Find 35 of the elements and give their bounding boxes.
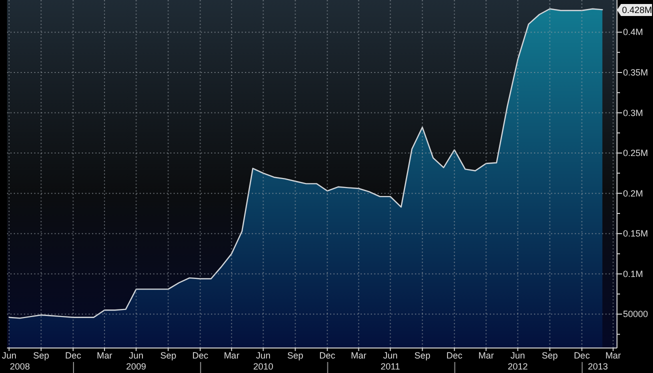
- y-tick-label: 0.35M: [623, 68, 648, 78]
- x-tick-label: Mar: [478, 350, 494, 360]
- x-tick-label: Sep: [287, 350, 304, 360]
- x-tick-label: Jun: [128, 350, 144, 360]
- y-tick-label: 0.4M: [623, 27, 644, 38]
- x2-tick-label: 2009: [126, 362, 146, 372]
- x-tick-label: Sep: [33, 350, 50, 360]
- x2-tick-label: 2011: [380, 362, 400, 372]
- x-tick-label: Mar: [350, 350, 366, 360]
- x2-tick-label: 2013: [588, 362, 608, 372]
- x-tick-label: Sep: [542, 350, 558, 360]
- y-tick-label: 0.2M: [623, 188, 644, 198]
- x-tick-label: Jun: [510, 350, 526, 360]
- x-tick-label: Mar: [605, 350, 621, 360]
- x-tick-label: Dec: [192, 350, 209, 360]
- y-tick-label: 0.15M: [623, 228, 648, 239]
- y-tick-label: 0.1M: [623, 268, 644, 279]
- x-tick-label: Dec: [65, 350, 82, 360]
- x-tick-label: Mar: [96, 350, 112, 360]
- y-tick-label: 0.25M: [623, 148, 648, 158]
- y-tick-label: 0.3M: [623, 108, 644, 118]
- x2-tick-label: 2012: [508, 362, 528, 372]
- x-tick-label: Jun: [383, 350, 398, 360]
- x2-tick-label: 2008: [10, 362, 30, 372]
- x-tick-label: Jun: [256, 350, 271, 360]
- x-tick-label: Mar: [224, 350, 240, 360]
- x-tick-label: Sep: [414, 350, 430, 360]
- y-tick-label: 50000: [623, 309, 648, 320]
- x2-tick-label: 2010: [253, 362, 274, 372]
- x-tick-label: Dec: [574, 350, 590, 360]
- text: 0.428M: [622, 5, 652, 15]
- x-tick-label: Sep: [160, 350, 176, 360]
- x-tick-label: Dec: [446, 350, 463, 360]
- x-tick-label: Dec: [319, 350, 336, 360]
- x-tick-label: Jun: [2, 350, 16, 360]
